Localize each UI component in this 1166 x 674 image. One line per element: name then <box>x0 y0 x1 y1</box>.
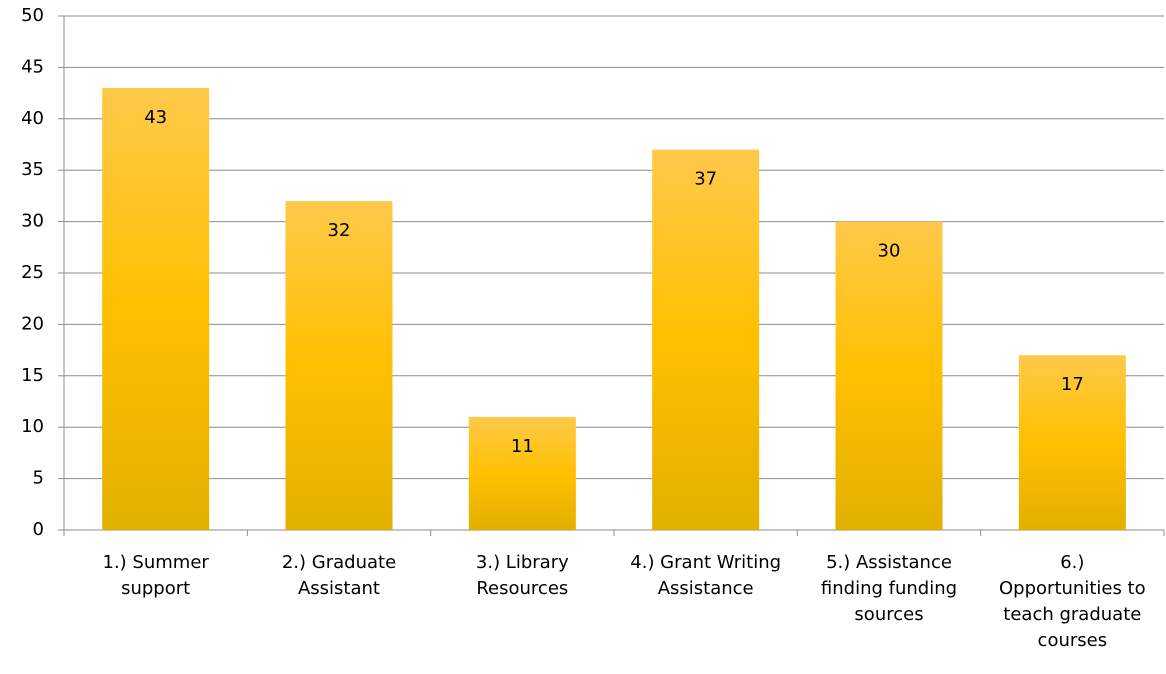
y-tick-label: 45 <box>21 56 44 77</box>
bar <box>285 201 393 531</box>
x-tick-label: 3.) Library Resources <box>475 552 569 599</box>
y-tick-label: 25 <box>21 262 44 283</box>
y-tick-label: 50 <box>21 5 44 26</box>
bar <box>468 416 576 530</box>
y-tick-label: 10 <box>21 416 44 437</box>
bar <box>102 87 210 531</box>
y-tick-label: 5 <box>33 468 44 489</box>
y-tick-label: 30 <box>21 211 44 232</box>
y-tick-label: 15 <box>21 365 44 386</box>
x-tick-label: 5.) Assistance finding funding sources <box>820 552 958 625</box>
bar <box>652 149 760 530</box>
data-label: 32 <box>328 220 351 241</box>
bar <box>1018 355 1126 530</box>
y-tick-label: 20 <box>21 313 44 334</box>
data-label: 43 <box>144 107 167 128</box>
bar <box>835 221 943 530</box>
data-label: 37 <box>694 169 717 190</box>
data-label: 11 <box>511 436 534 457</box>
x-tick-label: 6.) Opportunities to teach graduate cour… <box>999 552 1146 651</box>
data-label: 30 <box>878 241 901 262</box>
y-tick-label: 35 <box>21 159 44 180</box>
data-label: 17 <box>1061 374 1084 395</box>
x-tick-label: 4.) Grant Writing Assistance <box>630 552 782 599</box>
x-tick-label: 2.) Graduate Assistant <box>281 552 397 599</box>
x-tick-label: 1.) Summer support <box>102 552 209 599</box>
y-tick-label: 40 <box>21 108 44 129</box>
y-tick-label: 0 <box>33 519 44 540</box>
